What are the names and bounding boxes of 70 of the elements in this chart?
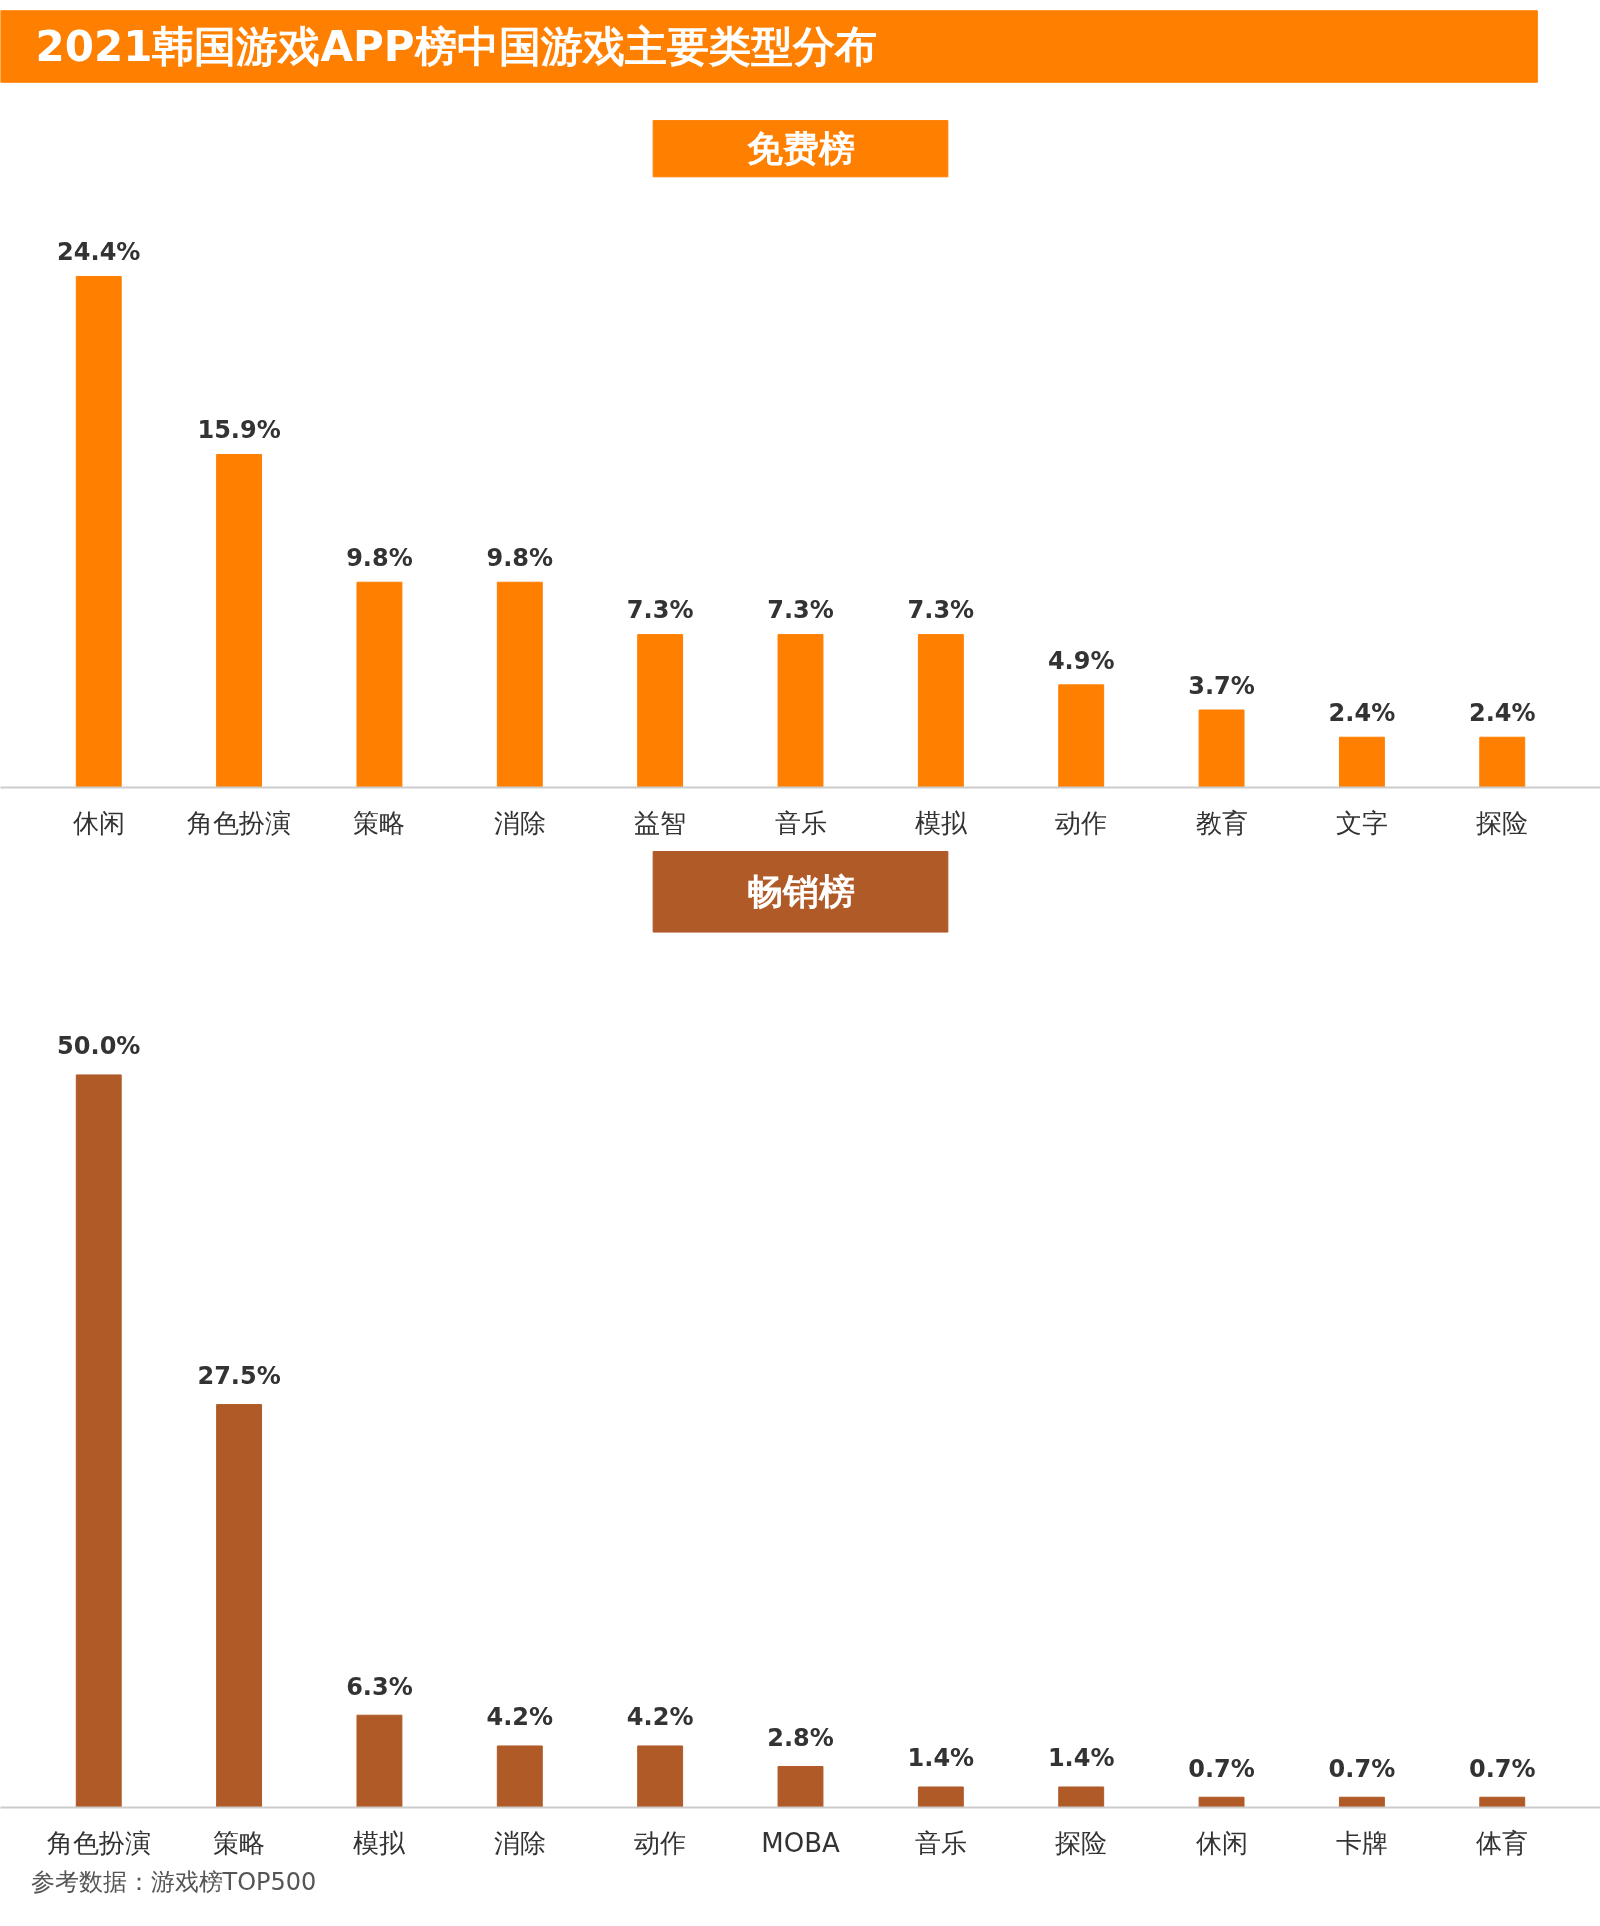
bar (216, 453, 263, 788)
bar (1338, 736, 1385, 788)
x-tick-label: 角色扮演 (46, 1827, 151, 1858)
data-label: 24.4% (57, 238, 141, 267)
data-label: 0.7% (1468, 1754, 1536, 1783)
x-tick-label: 音乐 (914, 1827, 967, 1858)
data-label: 2.8% (767, 1723, 834, 1752)
chart-subtitle: 畅销榜 (746, 871, 855, 913)
data-label: 3.7% (1188, 671, 1255, 700)
chart-subtitle: 免费榜 (746, 128, 855, 170)
x-tick-label: 消除 (493, 807, 546, 838)
data-label: 7.3% (907, 596, 975, 625)
bar (637, 634, 684, 788)
text: 参考数据：游戏榜TOP500 (30, 1867, 317, 1896)
bar (356, 1714, 403, 1808)
bar (1058, 684, 1105, 788)
x-tick-label: 文字 (1335, 807, 1388, 838)
data-label: 4.2% (626, 1703, 694, 1732)
x-tick-label: 探险 (1055, 1827, 1108, 1858)
bar (75, 1074, 122, 1808)
data-label: 27.5% (197, 1361, 281, 1390)
x-tick-label: 卡牌 (1335, 1827, 1388, 1858)
data-label: 0.7% (1188, 1754, 1255, 1783)
x-tick-label: 消除 (493, 1827, 546, 1858)
bar (496, 1745, 543, 1808)
bar (637, 1745, 684, 1808)
x-tick-label: 体育 (1476, 1827, 1529, 1858)
x-tick-label: 模拟 (914, 807, 968, 838)
x-tick-label: 音乐 (774, 807, 827, 838)
bar (777, 1765, 824, 1808)
x-tick-label: 教育 (1195, 807, 1248, 838)
bar (917, 1786, 964, 1808)
chart-title: 2021韩国游戏APP榜中国游戏主要类型分布 (35, 21, 877, 71)
x-tick-label: 策略 (213, 1827, 266, 1858)
data-label: 2.4% (1328, 699, 1396, 728)
data-label: 7.3% (767, 596, 834, 625)
x-tick-label: 动作 (634, 1827, 687, 1858)
bar (1058, 1786, 1105, 1808)
data-label: 15.9% (197, 416, 281, 445)
bar (75, 275, 122, 788)
data-label: 6.3% (346, 1672, 413, 1701)
data-label: 2.4% (1468, 699, 1536, 728)
x-tick-label: 休闲 (72, 807, 125, 838)
x-tick-label: 休闲 (1195, 1827, 1248, 1858)
bar (216, 1404, 263, 1808)
x-tick-label: 益智 (634, 807, 687, 838)
bar (1198, 709, 1245, 788)
bar (1479, 1796, 1526, 1808)
bar (1338, 1796, 1385, 1808)
x-tick-label: 策略 (353, 807, 406, 838)
x-tick-label: 探险 (1476, 807, 1529, 838)
data-label: 50.0% (57, 1032, 141, 1061)
x-tick-label: 动作 (1055, 807, 1108, 838)
data-label: 7.3% (626, 596, 694, 625)
data-label: 9.8% (346, 544, 413, 573)
data-label: 1.4% (1047, 1744, 1115, 1773)
bar (917, 634, 964, 788)
bar (356, 581, 403, 788)
data-label: 9.8% (486, 544, 554, 573)
data-label: 4.9% (1047, 646, 1115, 675)
bar (777, 634, 824, 788)
bar (1198, 1796, 1245, 1808)
bar (1479, 736, 1526, 788)
x-tick-label: 角色扮演 (187, 807, 292, 838)
data-label: 0.7% (1328, 1754, 1396, 1783)
bar (496, 581, 543, 788)
x-tick-label: MOBA (761, 1827, 840, 1858)
x-tick-label: 模拟 (353, 1827, 407, 1858)
data-label: 1.4% (907, 1744, 975, 1773)
data-label: 4.2% (486, 1703, 554, 1732)
